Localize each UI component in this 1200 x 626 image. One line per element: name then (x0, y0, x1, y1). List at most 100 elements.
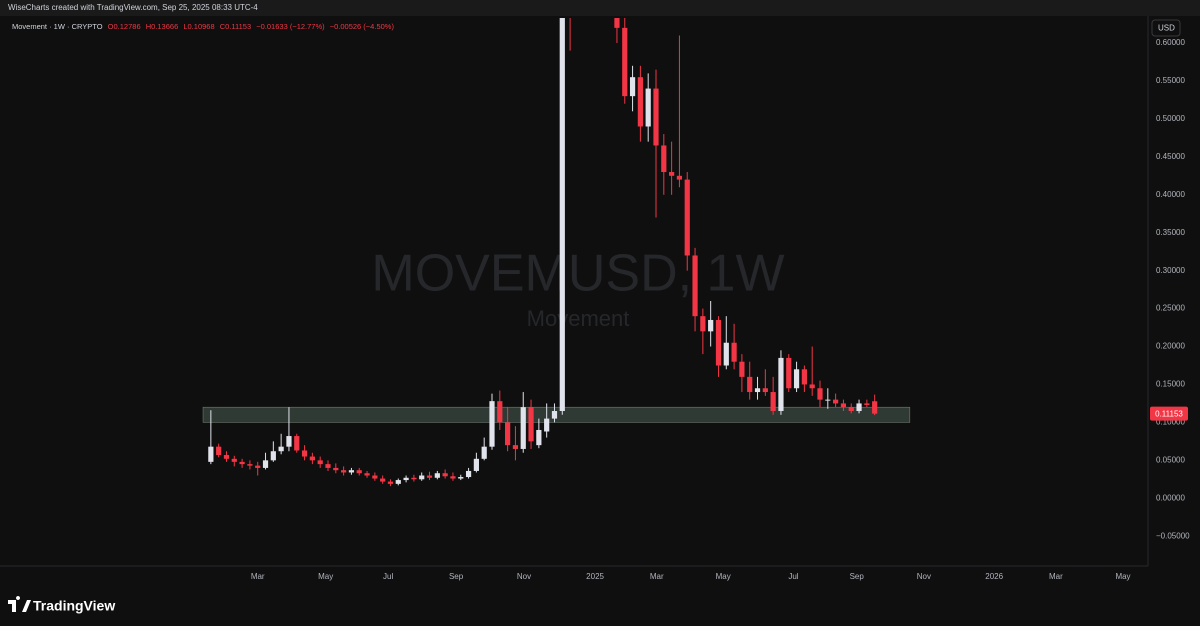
legend-open: O0.12786 (108, 22, 141, 31)
candle-body (825, 399, 831, 401)
header-bar (0, 0, 1200, 16)
y-tick-label: 0.45000 (1156, 152, 1185, 161)
legend-high: H0.13666 (146, 22, 179, 31)
candle-body (380, 478, 386, 482)
candle-body (739, 361, 745, 377)
candle-body (778, 357, 784, 412)
x-tick-label: Sep (850, 572, 865, 581)
candle-body (481, 446, 487, 459)
y-tick-label: 0.55000 (1156, 76, 1185, 85)
x-tick-label: May (1115, 572, 1130, 581)
candle-body (255, 465, 261, 468)
logo-icon (8, 596, 31, 612)
y-tick-label: 0.20000 (1156, 342, 1185, 351)
y-tick-label: 0.05000 (1156, 455, 1185, 464)
candle-body (872, 401, 878, 414)
legend-change-2: −0.00526 (−4.50%) (330, 22, 395, 31)
candle-body (669, 172, 675, 176)
y-tick-label: 0.30000 (1156, 266, 1185, 275)
price-tag-label: 0.11153 (1155, 409, 1183, 418)
watermark-subtitle: Movement (527, 306, 630, 331)
x-tick-label: Mar (1049, 572, 1063, 581)
candle-body (309, 456, 315, 461)
candle-body (270, 451, 276, 461)
x-tick-label: May (318, 572, 333, 581)
candle-body (348, 470, 355, 473)
candle-body (731, 342, 737, 362)
y-tick-label: 0.10000 (1156, 418, 1185, 427)
candle-body (715, 319, 722, 366)
currency-box[interactable] (1151, 19, 1181, 37)
candle-body (278, 446, 284, 452)
header-text: WiseCharts created with TradingView.com,… (8, 3, 258, 12)
y-tick-label: 0.00000 (1156, 493, 1185, 502)
candle-body (395, 480, 401, 484)
candle-body (231, 458, 237, 462)
candle-body (833, 399, 839, 404)
x-tick-label: Mar (650, 572, 664, 581)
candle-body (684, 179, 690, 256)
y-tick-label: −0.05000 (1156, 531, 1190, 540)
candle-body (536, 429, 542, 446)
candle-body (629, 77, 636, 97)
candle-body (762, 388, 768, 393)
candle-body (559, 18, 565, 412)
candle-body (708, 319, 714, 332)
candle-body (754, 388, 761, 393)
candle-body (544, 418, 550, 432)
candle-body (856, 403, 862, 412)
candle-body (286, 436, 292, 447)
candle-body (801, 369, 807, 385)
watermark: MOVEMUSD, 1W (371, 245, 784, 303)
candle-body (505, 422, 511, 446)
candle-body (403, 477, 409, 481)
candle-body (551, 411, 558, 419)
candle-body (840, 403, 847, 408)
y-tick-label: 0.25000 (1156, 304, 1185, 313)
candle-body (864, 403, 870, 405)
candle-body (341, 470, 347, 473)
candle-body (372, 475, 378, 479)
legend-low: L0.10968 (183, 22, 214, 31)
x-tick-label: 2025 (586, 572, 604, 581)
candle-body (458, 477, 464, 479)
currency-label: USD (1158, 24, 1175, 33)
candle-body (723, 342, 729, 366)
ohlc-legend: Movement · 1W · CRYPTO O0.12786 H0.13666… (12, 22, 394, 31)
candle-body (692, 255, 698, 317)
candle-body (356, 470, 362, 474)
candle-body (512, 445, 519, 449)
candle-body (661, 145, 667, 173)
candle-body (520, 407, 526, 449)
x-tick-label: Sep (449, 572, 464, 581)
candle-body (653, 88, 659, 146)
y-tick-label: 0.15000 (1156, 380, 1185, 389)
candle-body (614, 18, 620, 28)
price-tag (1150, 406, 1188, 421)
candle-body (637, 77, 643, 127)
candle-body (747, 376, 753, 393)
candle-body (793, 369, 800, 389)
candle-body (364, 473, 370, 476)
candle-body (434, 473, 440, 478)
candle-body (809, 384, 815, 389)
logo-text: TradingView (33, 598, 115, 614)
candle-body (622, 27, 628, 97)
candle-body (294, 436, 300, 451)
legend-close: C0.11153 (220, 22, 251, 31)
candle-body (317, 460, 323, 465)
x-tick-label: Nov (917, 572, 931, 581)
candle-body (848, 407, 854, 412)
candle-body (700, 316, 706, 332)
candle-body (239, 461, 245, 465)
x-tick-label: 2026 (985, 572, 1003, 581)
candle-body (497, 401, 503, 423)
legend-change: −0.01633 (−12.77%) (256, 22, 325, 31)
candle-body (387, 481, 394, 484)
candle-body (223, 455, 230, 459)
y-tick-label: 0.50000 (1156, 114, 1185, 123)
candle-body (247, 464, 253, 466)
candle-body (301, 450, 308, 457)
